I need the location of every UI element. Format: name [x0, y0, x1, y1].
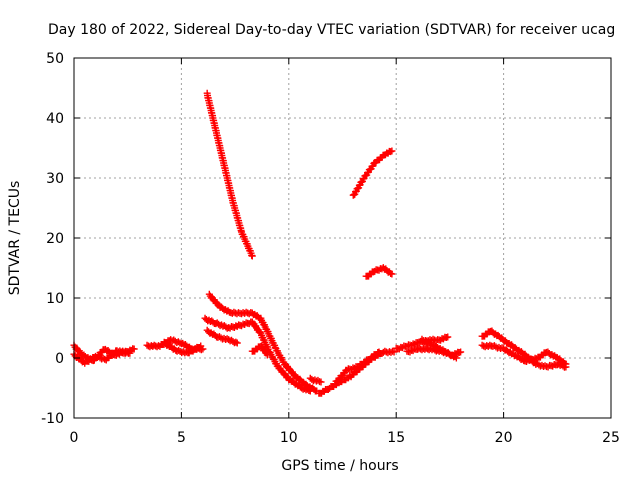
- series-s4: [160, 338, 205, 357]
- y-tick-label: 10: [46, 291, 64, 307]
- y-tick-label: 20: [46, 231, 64, 247]
- grid: [74, 58, 611, 418]
- data-point: [388, 270, 396, 278]
- series-s8: [203, 326, 241, 347]
- data-point: [347, 366, 355, 374]
- y-tick-label: 40: [46, 111, 64, 127]
- data-point: [241, 321, 249, 329]
- data-point: [549, 362, 557, 370]
- data-point: [130, 345, 138, 353]
- data-point: [263, 351, 271, 359]
- data-point: [317, 378, 325, 386]
- series-s17: [418, 335, 460, 362]
- y-axis-label: SDTVAR / TECUs: [7, 181, 23, 296]
- series-s9: [248, 342, 271, 359]
- x-tick-label: 10: [280, 430, 298, 446]
- data-point: [409, 347, 417, 355]
- data-point: [406, 348, 414, 356]
- data-point: [126, 349, 134, 357]
- data-point: [238, 322, 246, 330]
- series-s11: [315, 347, 398, 397]
- data-marks: [70, 89, 570, 397]
- data-point: [398, 344, 406, 352]
- data-point: [197, 342, 205, 350]
- data-point: [544, 363, 552, 371]
- data-point: [343, 366, 351, 374]
- data-point: [306, 387, 314, 395]
- data-point: [444, 333, 452, 341]
- data-point: [388, 147, 396, 155]
- data-point: [195, 344, 203, 352]
- y-tick-label: -10: [41, 411, 64, 427]
- series-s12: [332, 348, 383, 385]
- series-s10: [306, 374, 325, 386]
- series-s13: [349, 147, 396, 199]
- data-point: [233, 339, 241, 347]
- chart-title: Day 180 of 2022, Sidereal Day-to-day VTE…: [48, 22, 615, 38]
- y-tick-label: 0: [55, 351, 64, 367]
- data-point: [452, 354, 460, 362]
- data-point: [389, 347, 397, 355]
- data-point: [256, 328, 264, 336]
- y-tick-label: 30: [46, 171, 64, 187]
- x-tick-label: 20: [495, 430, 513, 446]
- series-s18: [478, 327, 570, 371]
- series-s14: [362, 264, 396, 280]
- data-point: [451, 352, 459, 360]
- y-tick-label: 50: [46, 51, 64, 67]
- series-s19: [478, 341, 570, 368]
- y-axis-ticks: -10 0 10 20 30 40 50: [41, 51, 611, 427]
- x-tick-label: 5: [177, 430, 186, 446]
- x-axis-ticks: 0 5 10 15 20 25: [70, 58, 620, 446]
- data-point: [248, 252, 256, 260]
- data-point: [232, 338, 240, 346]
- x-tick-label: 0: [70, 430, 79, 446]
- data-point: [395, 345, 403, 353]
- x-tick-label: 15: [387, 430, 405, 446]
- data-point: [375, 348, 383, 356]
- series-s7: [201, 314, 314, 395]
- x-axis-label: GPS time / hours: [281, 458, 398, 474]
- x-tick-label: 25: [602, 430, 620, 446]
- series-s5: [203, 89, 256, 260]
- data-point: [562, 360, 570, 368]
- data-point: [390, 348, 398, 356]
- data-point: [457, 348, 465, 356]
